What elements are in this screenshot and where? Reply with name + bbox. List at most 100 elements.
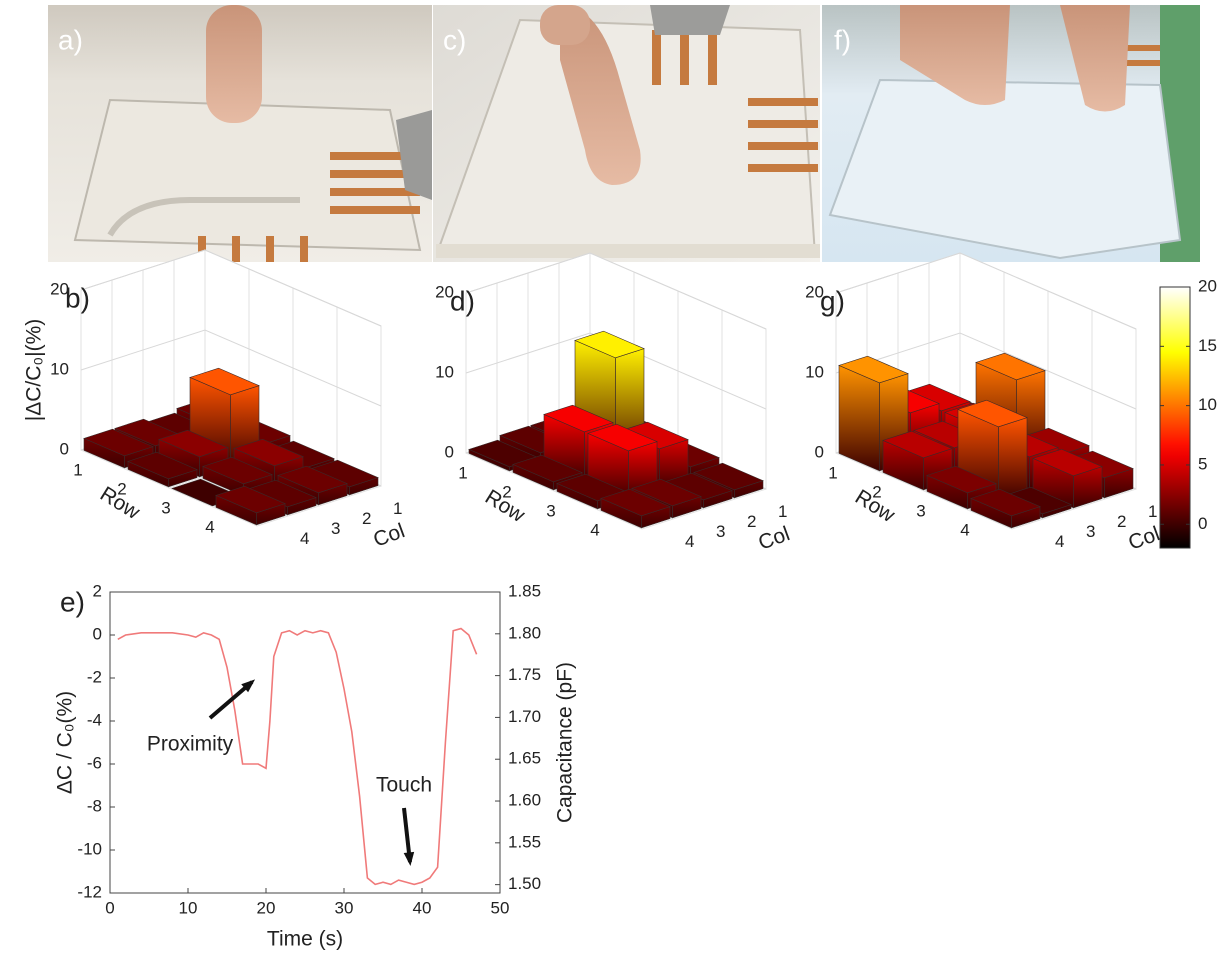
colorbar-tick-label: 10 — [1198, 395, 1217, 414]
bar-top — [83, 428, 154, 457]
y2-tick-label: 1.85 — [508, 581, 541, 600]
axis-label: Col — [755, 522, 792, 554]
bar-face — [998, 417, 1028, 500]
x-tick-label: 30 — [335, 898, 354, 917]
z-tick-label: 0 — [445, 442, 454, 461]
axis-label: ΔC / C₀(%) — [54, 691, 77, 794]
bar-top — [233, 438, 304, 467]
bar-top — [618, 421, 689, 450]
floor-grid — [835, 452, 1013, 530]
row-tick-label: 2 — [117, 479, 126, 498]
z-tick-label: 10 — [805, 362, 824, 381]
z-tick-label: 0 — [60, 439, 69, 458]
colorbar-tick-label: 15 — [1198, 336, 1217, 355]
col-tick-label: 2 — [1117, 512, 1126, 531]
sensor-sheet — [828, 78, 1182, 260]
y-tick-label: -12 — [77, 882, 102, 901]
bar-top — [246, 479, 317, 508]
col-tick-label: 2 — [747, 512, 756, 531]
channel — [107, 197, 300, 237]
row-tick-label: 2 — [872, 482, 881, 501]
y-tick-label: 2 — [93, 581, 102, 600]
x-tick-label: 10 — [179, 898, 198, 917]
row-tick-label: 1 — [73, 460, 82, 479]
y2-tick-label: 1.65 — [508, 749, 541, 768]
bar-top — [882, 430, 953, 459]
bar-top — [926, 465, 997, 494]
col-tick-label: 4 — [1055, 532, 1064, 551]
colorbar-tick-label: 0 — [1198, 514, 1207, 533]
copper-strips — [198, 152, 420, 262]
panel-label: e) — [60, 586, 85, 617]
bar-top — [215, 485, 286, 514]
bar-face — [838, 364, 880, 472]
clips — [650, 5, 730, 35]
finger — [206, 5, 262, 123]
finger — [1060, 5, 1130, 112]
bar-top — [574, 330, 645, 359]
bar-top — [127, 451, 198, 480]
arrow-head — [403, 851, 415, 866]
z-tick-label: 20 — [435, 282, 454, 301]
y2-tick-label: 1.60 — [508, 791, 541, 810]
colorbar-tick-label: 20 — [1198, 276, 1217, 295]
z-tick-label: 10 — [435, 362, 454, 381]
y-tick-label: -10 — [77, 839, 102, 858]
axis-label: Col — [370, 519, 407, 551]
row-tick-label: 4 — [960, 520, 969, 539]
bar — [1032, 448, 1103, 509]
knuckle — [540, 5, 590, 45]
y-tick-label: -6 — [87, 753, 102, 772]
bar-top — [189, 367, 260, 396]
y-tick-label: -8 — [87, 796, 102, 815]
bar-top — [556, 473, 627, 502]
bar-top — [693, 462, 764, 491]
bar — [600, 488, 671, 529]
sheet-edge — [436, 244, 820, 258]
annotation: Proximity — [147, 733, 234, 756]
row-tick-label: 4 — [590, 520, 599, 539]
col-tick-label: 2 — [362, 509, 371, 528]
col-tick-label: 1 — [393, 499, 402, 518]
panel-label: b) — [65, 282, 90, 313]
bar — [127, 451, 198, 488]
z-tick-label: 10 — [50, 359, 69, 378]
photo — [822, 5, 1200, 262]
annotation: Touch — [376, 774, 432, 797]
bar-top — [308, 459, 379, 488]
data-line — [117, 627, 478, 886]
grid-line — [835, 332, 1137, 410]
axis-label: |ΔC/C₀|(%) — [23, 319, 46, 421]
bar-top — [158, 429, 229, 458]
col-tick-label: 1 — [1148, 502, 1157, 521]
row-tick-label: 4 — [205, 517, 214, 536]
bar-top — [543, 404, 614, 433]
grid-line — [80, 249, 382, 327]
col-tick-label: 4 — [685, 532, 694, 551]
row-tick-label: 3 — [546, 501, 555, 520]
y2-tick-label: 1.55 — [508, 832, 541, 851]
bar-top — [838, 355, 909, 384]
y-tick-label: 0 — [93, 624, 102, 643]
bar-top — [587, 423, 658, 452]
grid-line — [80, 329, 382, 407]
colorbar-tick-label: 5 — [1198, 454, 1207, 473]
bar — [215, 485, 286, 526]
bar-top — [975, 352, 1046, 381]
axis-label: Time (s) — [267, 928, 343, 951]
y2-tick-label: 1.75 — [508, 665, 541, 684]
y2-tick-label: 1.80 — [508, 623, 541, 642]
row-tick-label: 3 — [161, 498, 170, 517]
x-tick-label: 40 — [413, 898, 432, 917]
z-tick-label: 20 — [805, 282, 824, 301]
arrow-head — [241, 679, 256, 693]
floor-grid — [465, 452, 643, 530]
panel-label: d) — [450, 285, 475, 316]
axis-label: Capacitance (pF) — [554, 662, 577, 823]
panel-label: f) — [834, 24, 851, 55]
x-tick-label: 50 — [491, 898, 510, 917]
charts: 0102012341234RowCol|ΔC/C₀|(%)b)010201234… — [23, 249, 1217, 951]
y2-tick-label: 1.70 — [508, 707, 541, 726]
bar-top — [631, 478, 702, 507]
